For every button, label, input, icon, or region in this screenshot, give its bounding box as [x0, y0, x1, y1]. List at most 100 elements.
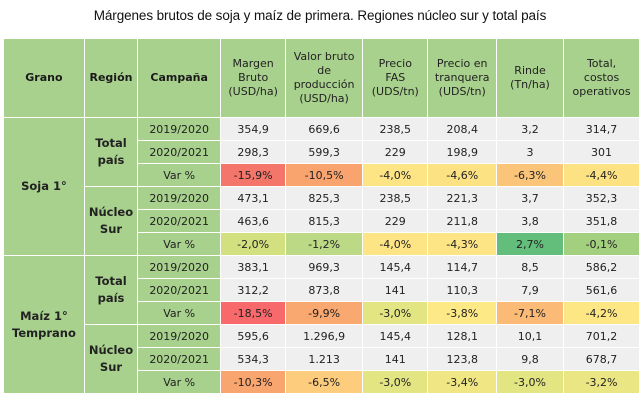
rinde-cell: 3,2 — [495, 117, 565, 141]
costos-cell: -0,1% — [563, 232, 640, 256]
header-costos: Total, costos operativos — [563, 38, 640, 118]
precio-tranquera-cell: 110,3 — [427, 278, 497, 302]
precio-fas-cell: 229 — [362, 209, 429, 233]
valor-bruto-cell: 969,3 — [285, 255, 364, 279]
region-label: Núcleo Sur — [88, 205, 134, 236]
costos-cell: 678,7 — [563, 347, 640, 371]
table-row: Maíz 1° Temprano Total país 2019/2020 383,1… — [3, 255, 640, 394]
rinde-cell: 7,9 — [495, 278, 565, 302]
precio-tranquera-cell: 114,7 — [427, 255, 497, 279]
costos-cell: -4,4% — [563, 163, 640, 187]
campana-cell: 2019/2020 — [137, 117, 222, 141]
header-margen-bruto-label: Margen Bruto (USD/ha) — [228, 57, 278, 98]
region-label: Total país — [95, 136, 127, 167]
table-row: Var % -10,3% -6,5% -3,0% -3,4% -3,0% -3,2% — [4, 370, 640, 394]
precio-fas-cell: -4,0% — [362, 163, 429, 187]
header-valor-bruto: Valor bruto de producción (USD/ha) — [285, 38, 364, 118]
table-row: Var % -18,5% -9,9% -3,0% -3,8% -7,1% -4,2% — [4, 301, 640, 325]
campana-cell: 2020/2021 — [137, 140, 222, 164]
margen-bruto-cell: 595,6 — [220, 324, 287, 348]
precio-tranquera-cell: 123,8 — [427, 347, 497, 371]
grano-cell: Maíz 1° Temprano — [3, 255, 85, 394]
header-precio-tranquera: Precio en tranquera (UDS/tn) — [427, 38, 497, 118]
rinde-cell: 3,8 — [495, 209, 565, 233]
campana-cell: 2020/2021 — [137, 347, 222, 371]
margen-bruto-cell: 354,9 — [220, 117, 287, 141]
margins-table: Grano Región Campaña Margen Bruto (USD/h… — [3, 38, 640, 394]
region-cell: Total país — [83, 117, 139, 187]
campana-cell: Var % — [137, 232, 222, 256]
campana-cell: Var % — [137, 370, 222, 394]
precio-fas-cell: 141 — [362, 347, 429, 371]
costos-cell: 701,2 — [563, 324, 640, 348]
table-row: 2020/2021 298,3 599,3 229 198,9 3 301 — [4, 140, 640, 164]
table-row: Soja 1° Total país 2019/2020 354,9 669,6 238,… — [3, 117, 640, 256]
precio-fas-cell: 145,4 — [362, 255, 429, 279]
table-row: Var % -15,9% -10,5% -4,0% -4,6% -6,3% -4,4% — [4, 163, 640, 187]
rinde-cell: -6,3% — [495, 163, 565, 187]
header-rinde-label: Rinde (Tn/ha) — [510, 64, 550, 91]
header-row: Grano Región Campaña Margen Bruto (USD/h… — [3, 38, 640, 118]
costos-cell: 586,2 — [563, 255, 640, 279]
header-grano: Grano — [3, 38, 85, 118]
table-row: 2020/2021 534,3 1.213 141 123,8 9,8 678,7 — [4, 347, 640, 371]
margen-bruto-cell: 473,1 — [220, 186, 287, 210]
precio-fas-cell: 238,5 — [362, 117, 429, 141]
precio-tranquera-cell: 198,9 — [427, 140, 497, 164]
table-title: Márgenes brutos de soja y maíz de primer… — [93, 8, 547, 23]
margen-bruto-cell: -2,0% — [220, 232, 287, 256]
campana-cell: 2019/2020 — [137, 255, 222, 279]
precio-fas-cell: -4,0% — [362, 232, 429, 256]
precio-fas-cell: 145,4 — [362, 324, 429, 348]
valor-bruto-cell: -1,2% — [285, 232, 364, 256]
rinde-cell: 9,8 — [495, 347, 565, 371]
rinde-cell: -7,1% — [495, 301, 565, 325]
header-rinde: Rinde (Tn/ha) — [495, 38, 565, 118]
rinde-cell: 2,7% — [495, 232, 565, 256]
grano-cell: Soja 1° — [3, 117, 85, 256]
valor-bruto-cell: -10,5% — [285, 163, 364, 187]
header-margen-bruto: Margen Bruto (USD/ha) — [220, 38, 287, 118]
rinde-cell: -3,0% — [495, 370, 565, 394]
header-precio-fas-label: Precio FAS (UDS/tn) — [371, 57, 419, 98]
valor-bruto-cell: 815,3 — [285, 209, 364, 233]
costos-cell: -4,2% — [563, 301, 640, 325]
campana-cell: 2019/2020 — [137, 324, 222, 348]
campana-cell: Var % — [137, 301, 222, 325]
precio-tranquera-cell: -4,6% — [427, 163, 497, 187]
header-valor-bruto-label: Valor bruto de producción (USD/ha) — [293, 50, 355, 105]
rinde-cell: 8,5 — [495, 255, 565, 279]
campana-cell: Var % — [137, 163, 222, 187]
header-campana: Campaña — [137, 38, 222, 118]
precio-tranquera-cell: -4,3% — [427, 232, 497, 256]
header-precio-tranquera-label: Precio en tranquera (UDS/tn) — [434, 57, 490, 98]
margen-bruto-cell: 463,6 — [220, 209, 287, 233]
rinde-cell: 10,1 — [495, 324, 565, 348]
header-region: Región — [83, 38, 139, 118]
costos-cell: 314,7 — [563, 117, 640, 141]
campana-cell: 2020/2021 — [137, 209, 222, 233]
precio-tranquera-cell: -3,4% — [427, 370, 497, 394]
grano-label: Soja 1° — [21, 179, 67, 193]
valor-bruto-cell: 599,3 — [285, 140, 364, 164]
precio-tranquera-cell: 221,3 — [427, 186, 497, 210]
header-precio-fas: Precio FAS (UDS/tn) — [362, 38, 429, 118]
costos-cell: -3,2% — [563, 370, 640, 394]
margen-bruto-cell: -15,9% — [220, 163, 287, 187]
valor-bruto-cell: 825,3 — [285, 186, 364, 210]
margen-bruto-cell: 534,3 — [220, 347, 287, 371]
costos-cell: 301 — [563, 140, 640, 164]
margen-bruto-cell: -10,3% — [220, 370, 287, 394]
rinde-cell: 3,7 — [495, 186, 565, 210]
precio-fas-cell: 238,5 — [362, 186, 429, 210]
precio-tranquera-cell: 128,1 — [427, 324, 497, 348]
table-row: 2020/2021 312,2 873,8 141 110,3 7,9 561,6 — [4, 278, 640, 302]
costos-cell: 352,3 — [563, 186, 640, 210]
costos-cell: 561,6 — [563, 278, 640, 302]
valor-bruto-cell: 669,6 — [285, 117, 364, 141]
precio-tranquera-cell: 208,4 — [427, 117, 497, 141]
precio-fas-cell: 141 — [362, 278, 429, 302]
valor-bruto-cell: 1.213 — [285, 347, 364, 371]
table-row: Núcleo Sur 2019/2020 595,6 1.296,9 145,4 128,… — [4, 324, 640, 394]
table-body: Soja 1° Total país 2019/2020 354,9 669,6 238,… — [3, 117, 640, 394]
